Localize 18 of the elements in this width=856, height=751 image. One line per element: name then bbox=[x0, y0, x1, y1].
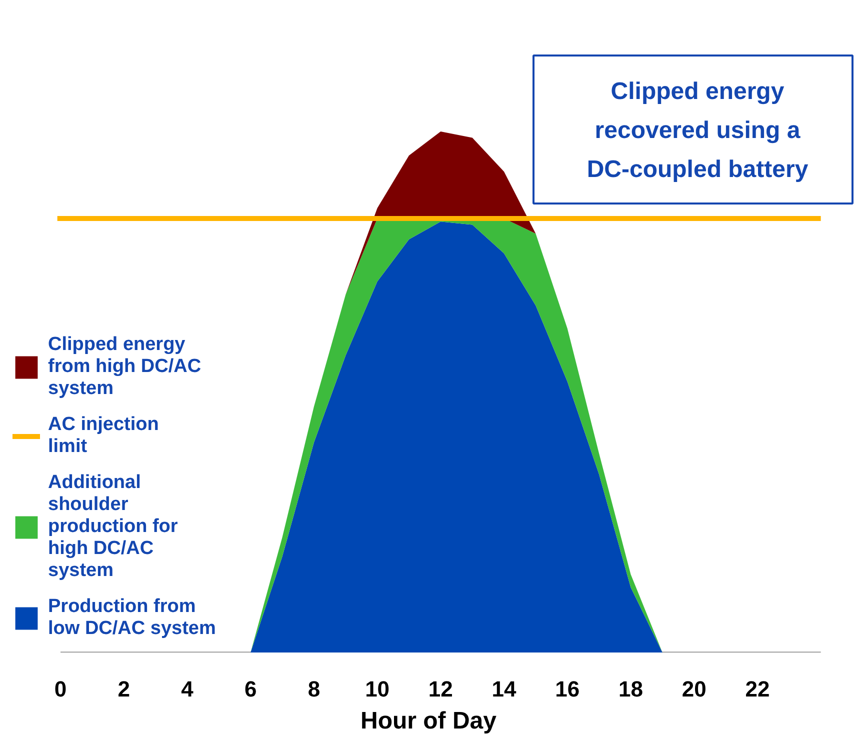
x-tick-label: 16 bbox=[555, 676, 580, 702]
x-tick-label: 12 bbox=[428, 676, 453, 702]
x-tick-label: 10 bbox=[365, 676, 390, 702]
x-tick-label: 8 bbox=[308, 676, 320, 702]
x-tick-label: 18 bbox=[618, 676, 643, 702]
legend-label: Production from low DC/AC system bbox=[48, 596, 216, 640]
x-tick-label: 22 bbox=[745, 676, 770, 702]
x-tick-label: 2 bbox=[118, 676, 130, 702]
x-tick-label: 14 bbox=[492, 676, 518, 702]
x-tick-label: 4 bbox=[181, 676, 194, 702]
x-axis-title: Hour of Day bbox=[360, 708, 498, 734]
legend-label: AC injection limit bbox=[48, 414, 159, 458]
annotation: Clipped energy recovered using a DC-coupled battery bbox=[586, 78, 809, 184]
x-tick-label: 6 bbox=[244, 676, 257, 702]
x-tick-label: 0 bbox=[54, 676, 67, 702]
legend-label: Clipped energy from high DC/AC system bbox=[48, 334, 202, 400]
legend-label: Additional shoulder production for high DC/AC system bbox=[48, 472, 178, 582]
x-tick-label: 20 bbox=[682, 676, 706, 702]
